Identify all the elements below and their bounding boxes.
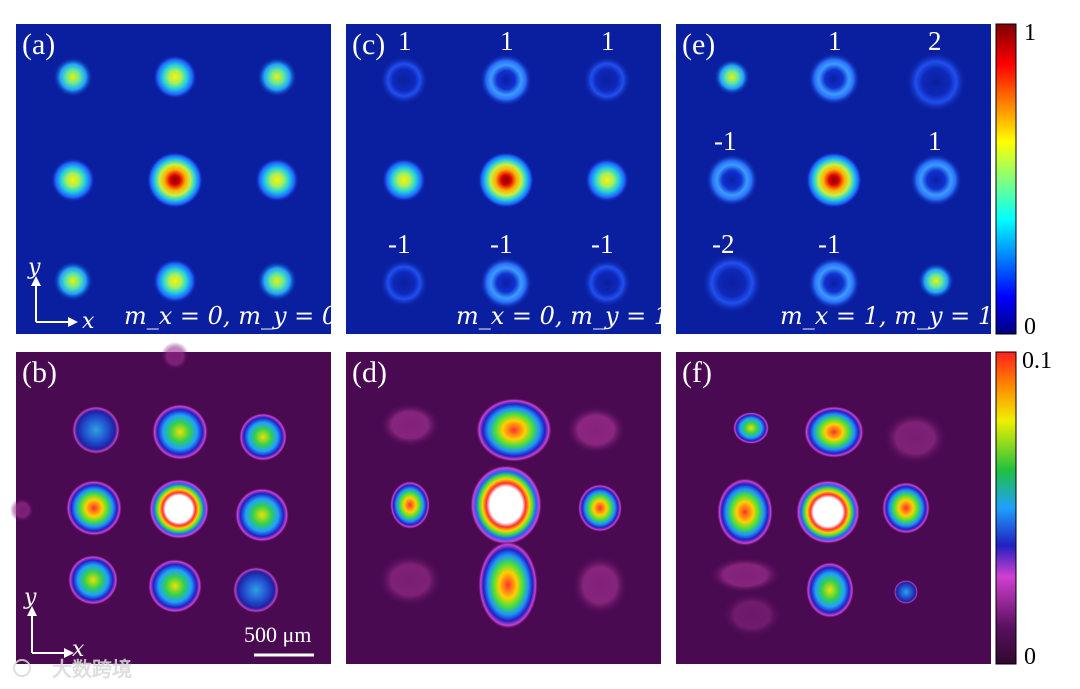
panel-c-charge: -1 [388,229,411,259]
panel-a-label: (a) [22,28,55,61]
colorbar-top-max: 1 [1024,20,1036,46]
colorbar-top-min: 0 [1024,314,1036,340]
scale-bar: 500 μm [244,622,314,657]
panel-d-label: (d) [352,356,387,389]
panel-e-charge: -1 [818,229,841,259]
panel-e-spots [702,52,966,313]
panel-c-charge: 1 [398,26,412,56]
colorbar-bottom: 0.1 0 [995,348,1052,670]
y-axis-label: y [27,255,41,280]
panel-f-label: (f) [682,356,712,389]
panel-e: (e) 1 2 -1 1 -2 -1 m_x = 1, m_y = 1 [676,24,993,334]
panel-c-charge: -1 [490,229,513,259]
panel-b: (b) y x 500 μm [10,342,331,664]
watermark: 大数跨境 [13,657,132,681]
panel-e-label: (e) [682,28,715,61]
panel-e-charge: -2 [712,229,735,259]
panel-e-charge: 2 [928,26,942,56]
panel-d: (d) [346,352,661,664]
panel-c-charge: 1 [601,26,615,56]
x-axis-label: x [82,309,95,334]
panel-a: (a) m_x = 0, m_y = 0 y x [16,24,337,334]
colorbar-bottom-min: 0 [1024,644,1036,670]
panel-c-spots [380,54,631,309]
watermark-text: 大数跨境 [52,657,132,681]
panel-a-params: m_x = 0, m_y = 0 [124,302,337,330]
panel-e-params: m_x = 1, m_y = 1 [780,302,993,330]
colorbar-bottom-max: 0.1 [1022,348,1052,374]
panel-f-spots [709,406,947,637]
panel-d-spots [378,398,628,629]
y-axis-label: y [23,585,37,610]
panel-f: (f) [676,352,991,664]
colorbar-bottom-gradient [995,351,1017,665]
panel-b-spots [10,342,289,613]
panel-c-charge: -1 [591,229,614,259]
panel-e-charge: -1 [714,126,737,156]
panel-c-params: m_x = 0, m_y = 1 [456,302,669,330]
panel-a-axes-icon: y x [27,255,95,334]
panel-c: (c) 1 1 1 -1 -1 -1 m_x = 0, m_y = 1 [346,24,669,334]
x-axis-label: x [72,637,85,662]
panel-e-charge: 1 [928,126,942,156]
scale-bar-label: 500 μm [244,622,311,647]
panel-e-charge: 1 [828,26,842,56]
panel-c-charge: 1 [500,26,514,56]
panel-a-spots [51,55,299,303]
colorbar-top: 1 0 [995,20,1036,340]
colorbar-top-gradient [995,23,1017,335]
panel-b-label: (b) [22,356,57,389]
panel-b-axes-icon: y x [23,585,85,662]
panel-c-label: (c) [352,28,385,61]
